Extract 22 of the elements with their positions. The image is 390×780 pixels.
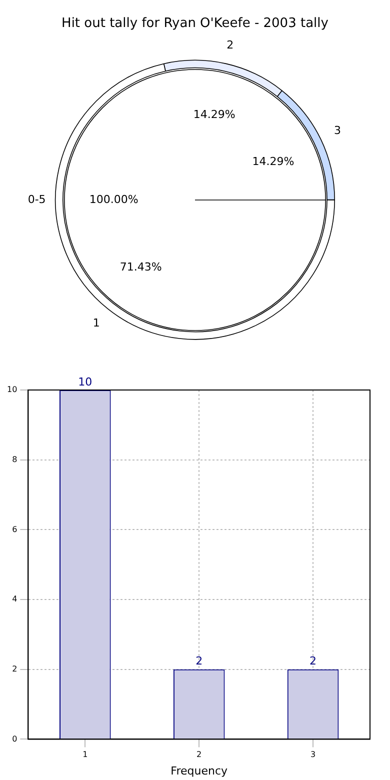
data-label: 14.29%: [193, 108, 236, 122]
y-tick-label: 8: [12, 454, 18, 464]
y-tick-label: 2: [12, 664, 18, 674]
y-tick-label: 10: [6, 385, 18, 394]
y-tick-label: 0: [12, 734, 18, 744]
data-label: 71.43%: [120, 260, 162, 274]
slice-label: 3: [334, 124, 342, 138]
x-tick-label: 3: [310, 750, 316, 760]
data-label: 2: [196, 654, 203, 668]
data-label: 100.00%: [89, 192, 138, 206]
slice-label: 0-5: [28, 192, 46, 206]
x-axis-title: Frequency: [170, 764, 228, 778]
x-tick-label: 2: [196, 750, 202, 760]
data-label: 10: [78, 375, 92, 388]
slice-label: 1: [92, 316, 100, 330]
y-tick-label: 6: [12, 524, 18, 534]
chart-title: Hit out tally for Ryan O'Keefe - 2003 tally: [62, 16, 329, 32]
data-label: 2: [310, 654, 317, 668]
x-tick-label: 1: [82, 750, 88, 760]
y-tick-label: 4: [12, 594, 18, 604]
data-label: 14.29%: [252, 154, 294, 168]
slice-label: 2: [226, 38, 234, 52]
